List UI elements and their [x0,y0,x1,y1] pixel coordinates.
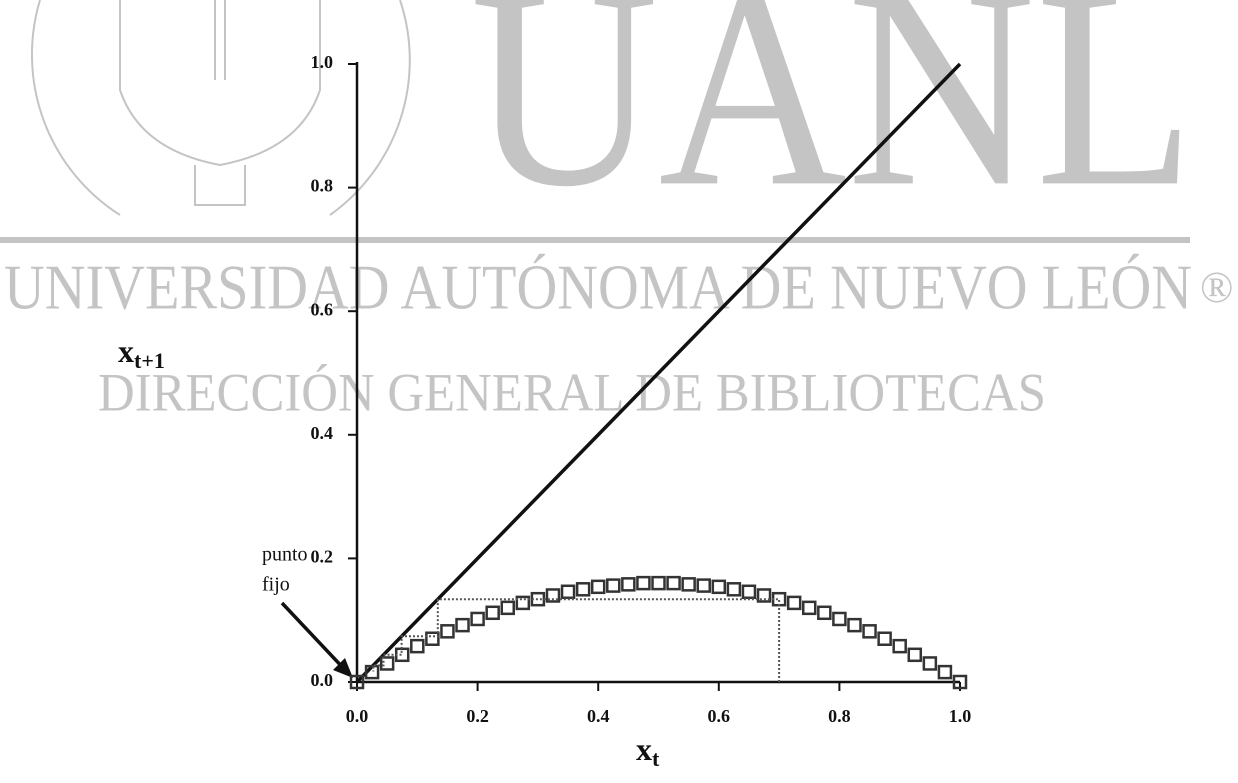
y-tick-label: 0.2 [311,547,334,567]
point [817,605,832,621]
point [590,579,606,595]
annotation-arrow [280,601,349,674]
point [756,588,772,603]
point [711,579,727,595]
x-tick-label: 0.0 [346,706,369,726]
point [651,575,666,591]
point [621,577,636,592]
point [470,611,485,627]
y-tick-label: 0.8 [311,176,334,196]
point [922,656,938,671]
emblem-shield [119,0,321,167]
point [500,600,515,616]
emblem-torch [214,0,226,80]
point [440,624,455,639]
annotation: fijo [262,574,290,596]
point [636,575,651,591]
y-axis-label: xt+1 [118,333,165,373]
identity-line [355,62,962,684]
point [681,577,696,592]
watermark: UANL UNIVERSIDAD AUTÓNOMA DE NUEVO LEÓN … [0,0,1233,422]
y-tick-label: 0.6 [311,299,334,319]
point [892,638,907,654]
point [349,674,365,690]
point [485,605,500,621]
point [802,600,817,616]
point [515,595,531,611]
point [937,664,953,680]
annotation: punto [262,544,308,566]
point [786,595,802,611]
point [847,617,862,633]
watermark-mark: ® [1200,263,1233,312]
y-tick-label: 0.0 [311,670,334,690]
point [410,638,425,654]
point [832,611,847,627]
point [771,591,787,607]
y-axis-label-sub: t+1 [134,348,165,373]
point [666,575,681,591]
y-tick-label: 0.4 [311,423,334,443]
x-tick-label: 0.2 [466,706,489,726]
watermark-logo: UANL [470,0,1195,245]
x-axis-label-main: x [636,731,652,767]
point [364,664,380,680]
watermark-university: UNIVERSIDAD AUTÓNOMA DE NUEVO LEÓN [4,252,1192,323]
point [862,624,877,639]
x-tick-label: 0.6 [708,706,731,726]
x-axis-label-sub: t [652,746,660,771]
point [545,588,561,603]
point [379,656,395,671]
point [606,578,621,593]
point [530,591,546,607]
point [560,584,576,600]
y-tick-label: 1.0 [311,52,334,72]
watermark-department: DIRECCIÓN GENERAL DE BIBLIOTECAS [98,362,1046,422]
cobweb-line [372,598,781,682]
x-tick-label: 0.8 [828,706,851,726]
point [907,647,923,663]
y-axis-label-main: x [118,333,134,369]
emblem-ring [30,0,121,216]
annotation-arrowhead [333,658,353,678]
point [741,584,757,600]
x-tick-label: 0.4 [587,706,610,726]
chart: 0.00.20.40.60.81.00.0 0.2 0.4 0.6 0.8 1.0xt+1… [118,52,971,771]
point [952,674,968,690]
emblem-base [194,165,246,206]
point [575,582,591,597]
point [455,617,470,633]
point [877,631,892,646]
point [425,631,440,646]
emblem [30,0,411,216]
point [696,578,711,593]
x-axis-label: xt [636,731,660,771]
x-tick-label: 1.0 [949,706,972,726]
point [394,647,410,663]
emblem-ring [329,0,411,216]
point [726,582,742,597]
